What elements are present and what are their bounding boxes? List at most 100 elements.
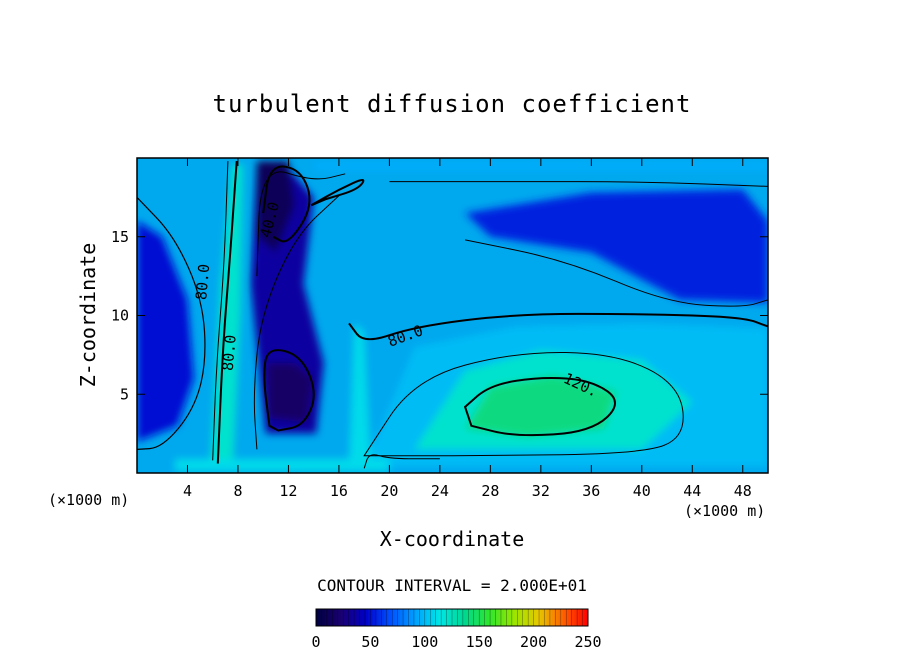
colorbar-cell [474, 609, 478, 626]
contour-label: 80.0 [192, 263, 213, 301]
colorbar-cell [506, 609, 510, 626]
contour-40-central [263, 349, 315, 432]
x-tick-label: 28 [481, 482, 499, 500]
colorbar-cell [540, 609, 544, 626]
x-unit-right: (×1000 m) [684, 502, 765, 520]
colorbar-cell [504, 609, 507, 626]
colorbar-cell [347, 609, 351, 626]
colorbar-cell [476, 609, 480, 626]
colorbar-cell [565, 609, 568, 626]
colorbar-cell [520, 609, 523, 626]
colorbar-cell [549, 609, 553, 626]
field-left-low [137, 221, 194, 442]
colorbar-cell [497, 609, 500, 626]
field-bottom-band [174, 458, 390, 472]
y-axis-label: Z-coordinate [76, 243, 100, 388]
colorbar-cell [431, 609, 435, 626]
colorbar-cell [427, 609, 430, 626]
colorbar-cell [395, 609, 398, 626]
colorbar-cell [495, 609, 498, 626]
colorbar-cell [325, 609, 328, 626]
contour-central-lower [253, 195, 340, 450]
field-bump-right-edge [349, 323, 371, 466]
colorbar-cell [486, 609, 489, 626]
colorbar-cell [574, 609, 578, 626]
x-unit-left: (×1000 m) [48, 491, 129, 509]
colorbar-cell [515, 609, 519, 626]
x-tick-label: 40 [633, 482, 651, 500]
x-tick-label: 48 [734, 482, 752, 500]
colorbar-cell [365, 609, 369, 626]
colorbar-cell [359, 609, 362, 626]
colorbar-cell [558, 609, 562, 626]
colorbar-cell [492, 609, 496, 626]
colorbar-cell [379, 609, 383, 626]
colorbar-cell [456, 609, 460, 626]
field-upper-right-low [465, 189, 768, 303]
colorbar-cell [578, 609, 582, 626]
colorbar-cell [397, 609, 401, 626]
colorbar-cell [361, 609, 364, 626]
chart-title: turbulent diffusion coefficient [213, 90, 692, 118]
field-lower-right-peak [465, 375, 617, 437]
x-tick-label: 16 [330, 482, 348, 500]
colorbar-cell [340, 609, 344, 626]
colorbar-cell [585, 609, 589, 626]
colorbar-cell [338, 609, 342, 626]
colorbar-cell [436, 609, 439, 626]
colorbar-cell [572, 609, 575, 626]
colorbar-cell [413, 609, 417, 626]
colorbar-cell [567, 609, 571, 626]
colorbar-cell [517, 609, 521, 626]
colorbar-cell [370, 609, 374, 626]
contour-60-top [256, 171, 346, 277]
colorbar-cell [479, 609, 482, 626]
x-tick-label: 44 [683, 482, 701, 500]
colorbar-cell [343, 609, 346, 626]
colorbar-cell [388, 609, 392, 626]
colorbar-tick-label: 100 [411, 633, 438, 651]
colorbar-cell [563, 609, 566, 626]
colorbar-cell [356, 609, 360, 626]
colorbar-cell [442, 609, 446, 626]
colorbar-cell [447, 609, 451, 626]
colorbar-cell [524, 609, 528, 626]
colorbar-cell [386, 609, 389, 626]
contour-label: 80.0 [219, 334, 240, 372]
colorbar-cell [490, 609, 494, 626]
colorbar-cell [458, 609, 462, 626]
colorbar-cell [513, 609, 516, 626]
colorbar-cell [350, 609, 353, 626]
colorbar-cell [345, 609, 349, 626]
field-central-core [267, 362, 314, 423]
colorbar-cell [404, 609, 408, 626]
colorbar-cell [384, 609, 387, 626]
x-tick-label: 32 [532, 482, 550, 500]
colorbar-cell [551, 609, 555, 626]
colorbar-cell [334, 609, 337, 626]
colorbar-cell [393, 609, 396, 626]
colorbar-cell [377, 609, 380, 626]
colorbar-cell [381, 609, 385, 626]
colorbar-cell [374, 609, 378, 626]
colorbar-cell [569, 609, 573, 626]
contour-lines [137, 161, 768, 469]
x-tick-label: 24 [431, 482, 449, 500]
colorbar-cell [560, 609, 564, 626]
colorbar-cell [424, 609, 428, 626]
colorbar-cell [483, 609, 487, 626]
colorbar-cell [510, 609, 514, 626]
colorbar-cell [583, 609, 587, 626]
contour-40-top [262, 165, 311, 243]
colorbar-cell [352, 609, 355, 626]
colorbar-cell [422, 609, 426, 626]
colorbar-cell [465, 609, 469, 626]
colorbar-cell [449, 609, 453, 626]
colorbar-cell [535, 609, 539, 626]
colorbar-cell [429, 609, 432, 626]
colorbar-cell [329, 609, 333, 626]
colorbar-cell [538, 609, 541, 626]
colorbar-cell [556, 609, 559, 626]
contour-80-right [348, 312, 768, 341]
